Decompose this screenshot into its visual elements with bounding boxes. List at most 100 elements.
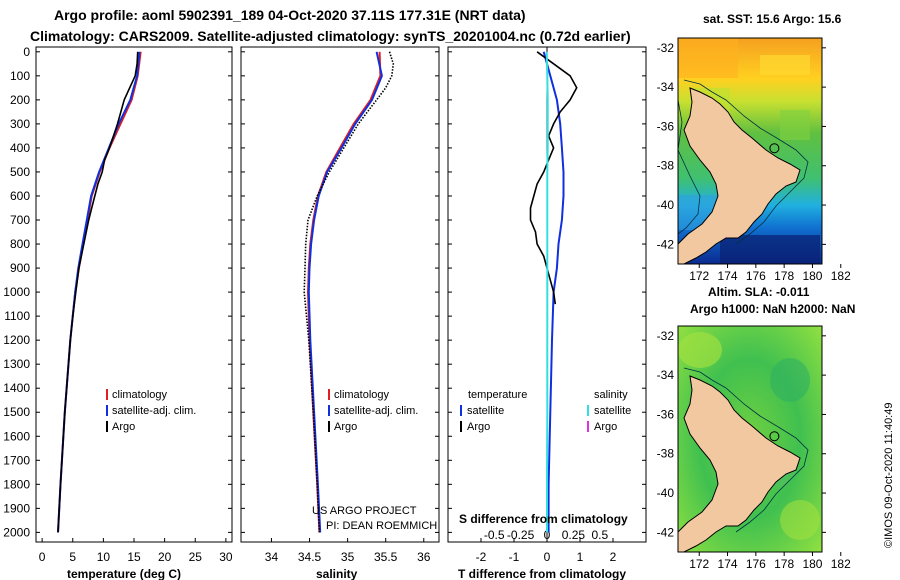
sla-map: -32 -34 -36 -38 -40 -42 172 174 176 178 180 182 — [657, 325, 851, 571]
s-tick-label: -0.5 — [484, 528, 505, 542]
depth-tick-label: 1900 — [3, 501, 30, 515]
lon-tick-label: 178 — [774, 557, 794, 571]
legend-salinity-title: salinity — [594, 389, 628, 401]
x-tick-label: 25 — [189, 550, 203, 564]
lat-tick-label: -32 — [657, 329, 675, 343]
float-position-marker — [769, 431, 780, 442]
lat-tick-label: -36 — [657, 407, 675, 421]
depth-tick-label: 500 — [10, 165, 30, 179]
x-tick-label: 1 — [577, 550, 584, 564]
temperature-xlabel: temperature (deg C) — [67, 567, 181, 580]
series-line-satellite-adj-clim- — [307, 51, 383, 533]
credit-project: US ARGO PROJECT — [312, 505, 417, 517]
bathymetry-contour — [683, 79, 809, 245]
salinity-panel — [240, 46, 440, 543]
sst-map: -32 -34 -36 -38 -40 -42 172 174 176 178 180 182 — [657, 37, 851, 283]
x-tick-label: 0 — [39, 550, 46, 564]
series-line-climatology — [57, 51, 142, 533]
legend-climatology: climatology — [112, 389, 168, 401]
salinity-chart: 34 34.5 35 35.5 36 — [241, 51, 439, 564]
legend-argo: Argo — [334, 421, 357, 433]
depth-tick-label: 200 — [10, 93, 30, 107]
legend-s-satellite: satellite — [594, 405, 631, 417]
x-tick-label: 5 — [69, 550, 76, 564]
depth-tick-label: 1700 — [3, 453, 30, 467]
sst-map-title: sat. SST: 15.6 Argo: 15.6 — [703, 12, 842, 26]
lon-tick-label: 176 — [746, 557, 766, 571]
sla-map-axes: -32 -34 -36 -38 -40 -42 172 174 176 178 180 182 — [657, 329, 851, 571]
lon-tick-label: 176 — [746, 269, 766, 283]
depth-tick-label: 1100 — [4, 309, 30, 323]
lat-tick-label: -32 — [657, 41, 675, 55]
title-line-2: Climatology: CARS2009. Satellite-adjuste… — [30, 28, 631, 44]
lon-tick-label: 180 — [802, 557, 822, 571]
title-line-1: Argo profile: aoml 5902391_189 04-Oct-20… — [54, 7, 526, 23]
sla-map-subtitle: Argo h1000: NaN h2000: NaN — [690, 302, 855, 316]
depth-tick-label: 1800 — [3, 477, 30, 491]
x-tick-label: 0 — [544, 550, 551, 564]
lon-tick-label: 182 — [831, 269, 851, 283]
depth-tick-label: 1200 — [3, 333, 30, 347]
series-line-satellite-adj-clim- — [57, 51, 141, 533]
temperature-panel — [35, 46, 233, 543]
lat-tick-label: -38 — [657, 447, 675, 461]
series-line-argo — [57, 51, 139, 533]
depth-tick-label: 600 — [10, 189, 30, 203]
series-line-s-satellite — [545, 51, 549, 533]
salinity-xlabel: salinity — [316, 567, 358, 580]
lat-tick-label: -40 — [657, 198, 675, 212]
x-tick-label: 20 — [158, 550, 172, 564]
s-tick-label: -0.25 — [507, 528, 535, 542]
imos-credit: ©IMOS 09-Oct-2020 11:40:49 — [883, 403, 895, 548]
lat-tick-label: -42 — [657, 237, 675, 251]
lat-tick-label: -34 — [657, 80, 675, 94]
temperature-chart: 0 5 10 15 20 25 30 — [36, 51, 233, 564]
depth-tick-label: 700 — [10, 213, 30, 227]
legend-satellite: satellite-adj. clim. — [334, 405, 418, 417]
temperature-legend: climatology satellite-adj. clim. Argo — [106, 389, 196, 433]
lat-tick-label: -36 — [657, 119, 675, 133]
sla-map-title: Altim. SLA: -0.011 — [708, 285, 810, 299]
lat-tick-label: -42 — [657, 525, 675, 539]
s-tick-label: 0 — [544, 528, 551, 542]
x-tick-label: 30 — [219, 550, 233, 564]
s-tick-label: 0.25 — [562, 528, 586, 542]
depth-tick-label: 100 — [10, 69, 30, 83]
credit-pi: PI: DEAN ROEMMICH — [326, 520, 437, 532]
x-tick-label: -2 — [476, 550, 487, 564]
legend-t-satellite: satellite — [467, 405, 504, 417]
depth-tick-label: 900 — [10, 261, 30, 275]
lat-tick-label: -38 — [657, 159, 675, 173]
depth-tick-label: 2000 — [3, 525, 30, 539]
bathymetry-contour — [683, 367, 809, 533]
float-position-marker — [769, 143, 780, 154]
depth-tick-label: 1300 — [3, 357, 30, 371]
depth-tick-label: 400 — [10, 141, 30, 155]
legend-satellite: satellite-adj. clim. — [112, 405, 196, 417]
legend-s-argo: Argo — [594, 421, 617, 433]
series-line-climatology — [306, 51, 382, 533]
sst-map-axes: -32 -34 -36 -38 -40 -42 172 174 176 178 180 182 — [657, 41, 851, 283]
depth-tick-label: 1000 — [3, 285, 30, 299]
legend-climatology: climatology — [334, 389, 390, 401]
legend-temperature-title: temperature — [468, 389, 527, 401]
x-tick-label: 34 — [265, 550, 279, 564]
x-tick-label: 34.5 — [298, 550, 322, 564]
new-zealand-land — [678, 87, 801, 264]
lon-tick-label: 180 — [802, 269, 822, 283]
legend-argo: Argo — [112, 421, 135, 433]
lon-tick-label: 174 — [718, 269, 738, 283]
s-difference-label: S difference from climatology — [459, 512, 628, 526]
s-tick-label: 0.5 — [591, 528, 608, 542]
t-difference-xlabel: T difference from climatology — [458, 567, 626, 580]
new-zealand-land — [678, 375, 801, 552]
x-tick-label: -1 — [509, 550, 520, 564]
lon-tick-label: 172 — [689, 557, 709, 571]
lon-tick-label: 174 — [718, 557, 738, 571]
legend-t-argo: Argo — [467, 421, 490, 433]
salinity-legend: climatology satellite-adj. clim. Argo US… — [312, 389, 437, 532]
depth-tick-label: 1400 — [3, 381, 30, 395]
lat-tick-label: -40 — [657, 486, 675, 500]
lon-tick-label: 178 — [774, 269, 794, 283]
